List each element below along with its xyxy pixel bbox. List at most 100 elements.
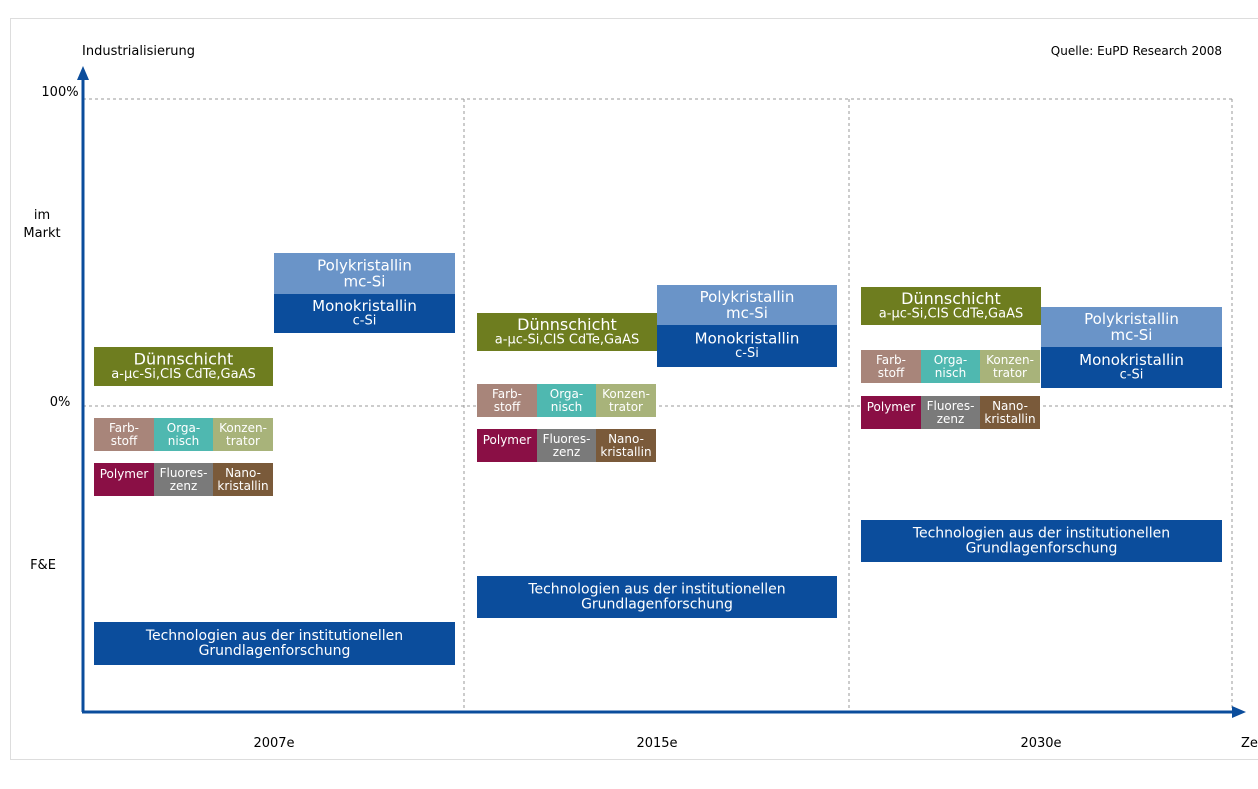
y-axis-arrow — [77, 66, 89, 80]
box-label: Orga-nisch — [550, 387, 583, 414]
box-label: Polymer — [100, 467, 149, 481]
box-line: Farb- — [109, 421, 139, 435]
box-line: Farb- — [876, 353, 906, 367]
box-line: Nano- — [992, 399, 1028, 413]
box-line: Fluores- — [927, 399, 975, 413]
period-label: 2007e — [253, 736, 294, 751]
box-line: Polymer — [483, 433, 532, 447]
box-line: Monokristallin — [695, 330, 800, 348]
box-line: trator — [993, 366, 1027, 380]
box-line: zenz — [170, 479, 198, 493]
box-line: zenz — [553, 445, 581, 459]
box-line: Monokristallin — [312, 297, 417, 315]
box-line: trator — [609, 400, 643, 414]
box-line: kristallin — [217, 479, 268, 493]
box-line: mc-Si — [1111, 326, 1153, 344]
box-label: Konzen-trator — [219, 421, 267, 448]
box-label: Orga-nisch — [934, 353, 967, 380]
technology-box: Farb-stoff — [94, 418, 154, 451]
technology-box: Konzen-trator — [213, 418, 273, 451]
box-line: nisch — [935, 366, 966, 380]
period-label: 2015e — [636, 736, 677, 751]
box-line: a-µc-Si,CIS CdTe,GaAS — [879, 306, 1023, 321]
box-line: Technologien aus der institutionellen — [145, 628, 403, 644]
box-line: a-µc-Si,CIS CdTe,GaAS — [495, 332, 639, 347]
box-line: Polymer — [867, 400, 916, 414]
box-line: trator — [226, 434, 260, 448]
box-line: c-Si — [735, 346, 759, 361]
box-line: nisch — [551, 400, 582, 414]
x-axis-arrow — [1232, 706, 1246, 718]
box-line: zenz — [937, 412, 965, 426]
source: Quelle: EuPD Research 2008 — [1051, 44, 1222, 58]
technology-box: Orga-nisch — [154, 418, 213, 451]
box-line: kristallin — [600, 445, 651, 459]
technology-box: Konzen-trator — [980, 350, 1040, 383]
technology-box: Orga-nisch — [921, 350, 980, 383]
box-line: Orga- — [934, 353, 967, 367]
box-line: Dünnschicht — [517, 315, 617, 334]
box-line: Konzen- — [219, 421, 267, 435]
box-line: mc-Si — [726, 304, 768, 322]
box-line: Orga- — [167, 421, 200, 435]
box-line: Technologien aus der institutionellen — [912, 526, 1170, 542]
box-line: mc-Si — [344, 273, 386, 291]
box-line: Polymer — [100, 467, 149, 481]
box-line: Konzen- — [602, 387, 650, 401]
technology-box: Farb-stoff — [477, 384, 537, 417]
box-line: Orga- — [550, 387, 583, 401]
box-label: Nano-kristallin — [984, 399, 1035, 426]
box-line: Fluores- — [543, 432, 591, 446]
x-axis-label: Zeit — [1241, 736, 1258, 751]
box-label: Farb-stoff — [109, 421, 139, 448]
box-line: stoff — [111, 434, 138, 448]
technology-box: Polymer — [861, 396, 921, 429]
box-line: Grundlagenforschung — [966, 541, 1118, 557]
y-axis-label: Industrialisierung — [82, 44, 195, 59]
box-line: Monokristallin — [1079, 351, 1184, 369]
box-line: Dünnschicht — [134, 349, 234, 368]
box-line: Konzen- — [986, 353, 1034, 367]
technology-box: Polymer — [94, 463, 154, 496]
box-line: Fluores- — [160, 466, 208, 480]
technology-box: Farb-stoff — [861, 350, 921, 383]
box-label: Orga-nisch — [167, 421, 200, 448]
box-label: Nano-kristallin — [600, 432, 651, 459]
technology-box: Konzen-trator — [596, 384, 656, 417]
box-label: Farb-stoff — [876, 353, 906, 380]
box-line: stoff — [494, 400, 521, 414]
technology-box: Nano-kristallin — [980, 396, 1040, 429]
box-label: Konzen-trator — [602, 387, 650, 414]
box-line: Farb- — [492, 387, 522, 401]
technology-box: Nano-kristallin — [213, 463, 273, 496]
period-label: 2030e — [1020, 736, 1061, 751]
box-label: Polymer — [867, 400, 916, 414]
box-line: a-µc-Si,CIS CdTe,GaAS — [111, 367, 255, 382]
box-label: Nano-kristallin — [217, 466, 268, 493]
box-line: stoff — [878, 366, 905, 380]
box-line: kristallin — [984, 412, 1035, 426]
box-line: c-Si — [1120, 368, 1144, 383]
box-label: Farb-stoff — [492, 387, 522, 414]
level-label: F&E — [30, 558, 56, 573]
box-line: Grundlagenforschung — [199, 643, 351, 659]
box-line: nisch — [168, 434, 199, 448]
technology-box: Nano-kristallin — [596, 429, 656, 462]
box-line: Dünnschicht — [901, 289, 1001, 308]
box-line: Nano- — [225, 466, 261, 480]
box-line: c-Si — [353, 314, 377, 329]
technology-box: Fluores-zenz — [921, 396, 980, 429]
level-label: 100% — [41, 85, 78, 100]
